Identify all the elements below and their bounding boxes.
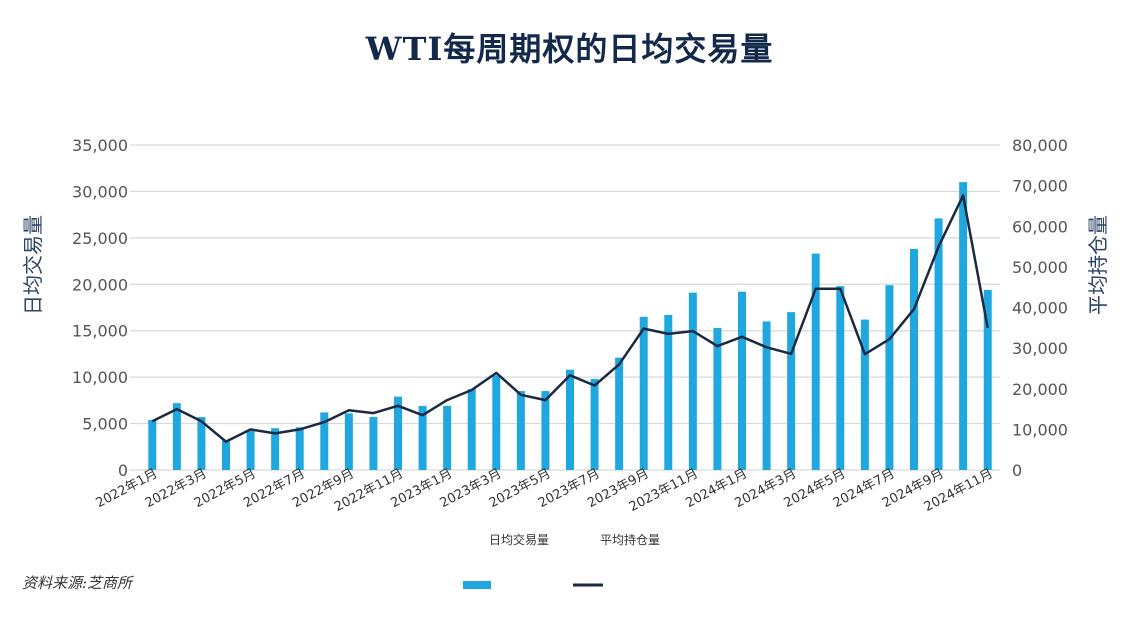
- y-tick-label-left: 0: [118, 461, 128, 480]
- bar: [836, 286, 845, 470]
- bar: [566, 369, 574, 470]
- bar: [934, 218, 943, 470]
- y-tick-label-left: 5,000: [82, 415, 128, 434]
- bar: [197, 417, 206, 470]
- bar: [418, 405, 427, 470]
- bar: [394, 396, 402, 470]
- bar: [688, 292, 697, 470]
- bar: [148, 419, 157, 470]
- bar: [983, 289, 992, 470]
- bar: [516, 391, 525, 470]
- bar: [492, 375, 501, 470]
- y-tick-label-left: 15,000: [72, 322, 128, 341]
- bar: [320, 412, 329, 470]
- y-tick-label-left: 20,000: [72, 275, 128, 294]
- bar: [811, 253, 820, 470]
- bar: [369, 417, 378, 470]
- bar: [467, 389, 476, 470]
- bar: [959, 182, 968, 470]
- bar: [738, 291, 746, 470]
- legend-label-open-interest: 平均持仓量: [600, 533, 661, 547]
- legend-label-volume: 日均交易量: [489, 533, 550, 547]
- y-tick-label-right: 70,000: [1012, 177, 1068, 196]
- y-tick-label-right: 10,000: [1012, 420, 1068, 439]
- y-tick-label-right: 20,000: [1012, 380, 1068, 399]
- y-axis-label-right: 平均持仓量: [1086, 215, 1110, 315]
- y-tick-label-right: 0: [1012, 461, 1022, 480]
- bar: [762, 321, 771, 470]
- y-tick-label-left: 30,000: [72, 182, 128, 201]
- bar: [910, 249, 918, 470]
- bar: [246, 431, 255, 470]
- y-tick-label-right: 80,000: [1012, 136, 1068, 155]
- y-tick-label-right: 60,000: [1012, 217, 1068, 236]
- bar: [860, 319, 869, 470]
- bar: [787, 312, 796, 470]
- bar: [271, 428, 280, 470]
- y-axis-label-left: 日均交易量: [21, 215, 45, 315]
- bar: [885, 285, 894, 470]
- bar: [172, 403, 181, 470]
- y-tick-label-right: 50,000: [1012, 258, 1068, 277]
- y-tick-label-right: 40,000: [1012, 299, 1068, 318]
- bar: [590, 379, 599, 470]
- y-tick-label-left: 35,000: [72, 136, 128, 155]
- y-tick-label-right: 30,000: [1012, 339, 1068, 358]
- y-tick-label-left: 25,000: [72, 229, 128, 248]
- chart-title: WTI每周期权的日均交易量: [365, 30, 774, 68]
- bar: [639, 316, 648, 470]
- bar: [295, 427, 304, 470]
- bar: [713, 327, 722, 470]
- bar: [615, 357, 624, 470]
- bar: [344, 413, 353, 470]
- source-note: 资料来源:芝商所: [22, 574, 133, 592]
- bar: [222, 440, 230, 470]
- bar: [664, 314, 673, 470]
- bar: [443, 405, 452, 470]
- bar: [541, 391, 550, 470]
- series-line: [151, 194, 989, 443]
- legend-bar-swatch: [463, 581, 491, 589]
- y-tick-label-left: 10,000: [72, 368, 128, 387]
